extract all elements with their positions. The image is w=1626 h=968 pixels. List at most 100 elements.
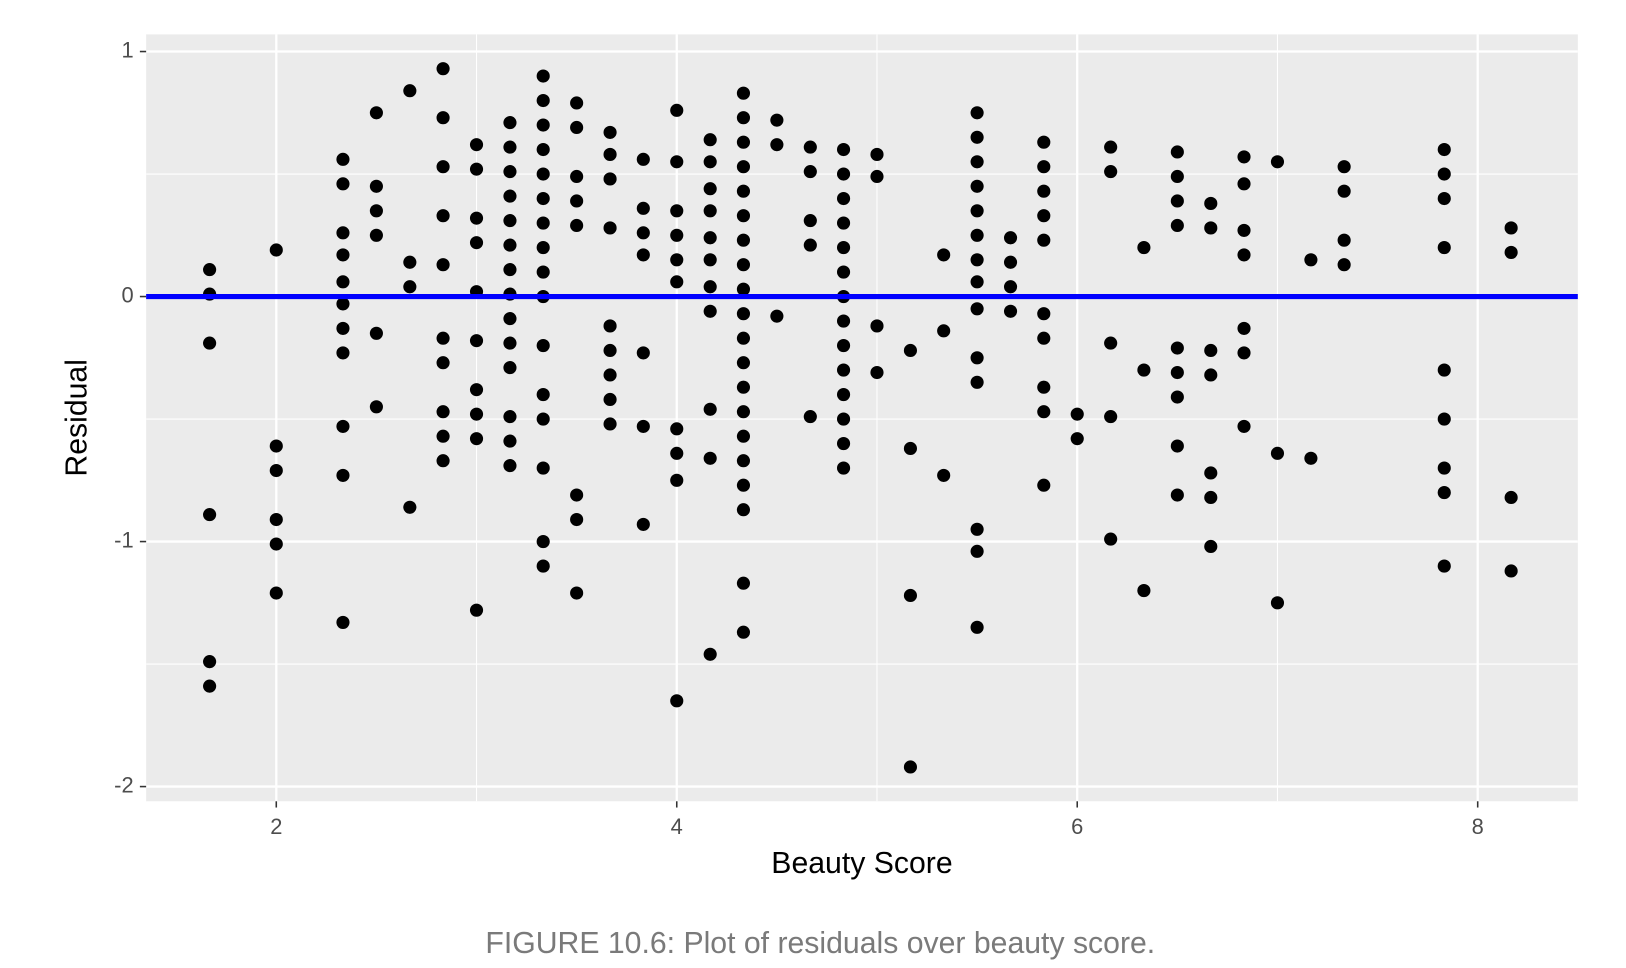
point xyxy=(503,263,517,277)
point xyxy=(870,365,884,380)
point xyxy=(670,473,684,487)
point xyxy=(436,209,450,223)
point xyxy=(1137,584,1151,598)
point xyxy=(536,265,550,279)
point xyxy=(803,238,817,252)
point xyxy=(536,191,550,206)
point xyxy=(736,258,750,272)
point xyxy=(536,387,550,402)
point xyxy=(503,361,517,375)
point xyxy=(1337,233,1351,247)
point xyxy=(570,488,584,502)
point xyxy=(336,297,350,311)
y-axis-title: Residual xyxy=(60,359,93,477)
point xyxy=(536,559,550,573)
point xyxy=(269,537,283,551)
point xyxy=(836,191,851,206)
point xyxy=(536,412,550,426)
point xyxy=(1437,142,1451,157)
point xyxy=(970,620,984,634)
point xyxy=(469,383,484,397)
point xyxy=(1270,596,1285,610)
point xyxy=(703,647,717,661)
point xyxy=(1437,363,1451,377)
point xyxy=(1337,160,1351,174)
point xyxy=(503,459,517,473)
point xyxy=(770,309,784,323)
point xyxy=(570,218,584,233)
point xyxy=(736,429,750,443)
point xyxy=(736,625,750,639)
point xyxy=(970,302,984,316)
point xyxy=(736,209,750,223)
point xyxy=(503,238,517,252)
point xyxy=(736,233,750,247)
point xyxy=(1070,407,1084,421)
point xyxy=(736,160,750,174)
point xyxy=(1437,167,1451,181)
point xyxy=(403,84,417,98)
point xyxy=(1170,390,1184,404)
point xyxy=(436,258,450,272)
point xyxy=(469,211,484,225)
point xyxy=(937,468,951,482)
point xyxy=(670,155,684,169)
point xyxy=(1104,165,1118,179)
point xyxy=(369,228,383,242)
point xyxy=(636,248,650,262)
point xyxy=(369,326,383,340)
point xyxy=(336,248,350,262)
point xyxy=(670,253,684,267)
point xyxy=(336,275,350,289)
point xyxy=(636,419,650,433)
point xyxy=(1037,478,1051,492)
point xyxy=(803,214,817,228)
point xyxy=(336,321,350,335)
point xyxy=(803,165,817,179)
point xyxy=(536,338,550,353)
point xyxy=(1437,412,1451,426)
point xyxy=(703,304,717,318)
point xyxy=(1504,564,1518,578)
point xyxy=(403,280,417,294)
x-tick-label: 6 xyxy=(1071,814,1083,839)
point xyxy=(803,140,817,154)
point xyxy=(836,436,851,451)
point xyxy=(436,405,450,419)
point xyxy=(1504,221,1518,235)
point xyxy=(369,106,383,120)
point xyxy=(203,655,217,669)
point xyxy=(336,152,350,166)
point xyxy=(970,544,984,558)
point xyxy=(1437,240,1451,255)
point xyxy=(503,214,517,228)
panel xyxy=(146,34,1578,802)
x-tick-label: 2 xyxy=(270,814,282,839)
point xyxy=(436,111,450,125)
point xyxy=(269,243,283,257)
point xyxy=(1170,145,1184,159)
point xyxy=(336,419,350,433)
point xyxy=(736,503,750,517)
point xyxy=(970,204,984,218)
caption: FIGURE 10.6: Plot of residuals over beau… xyxy=(485,927,1155,960)
x-tick-label: 4 xyxy=(671,814,683,839)
point xyxy=(1237,321,1251,335)
point xyxy=(1003,231,1018,245)
point xyxy=(469,407,484,421)
point xyxy=(603,417,617,431)
point xyxy=(770,113,784,127)
point xyxy=(1104,140,1118,154)
point xyxy=(603,368,617,382)
point xyxy=(836,240,851,255)
point xyxy=(1204,490,1218,505)
point xyxy=(736,478,750,492)
point xyxy=(1070,432,1084,446)
point xyxy=(636,152,650,166)
point xyxy=(536,461,550,475)
point xyxy=(870,169,884,184)
point xyxy=(603,343,617,358)
point xyxy=(403,500,417,514)
point xyxy=(1204,196,1218,211)
point xyxy=(903,588,917,603)
